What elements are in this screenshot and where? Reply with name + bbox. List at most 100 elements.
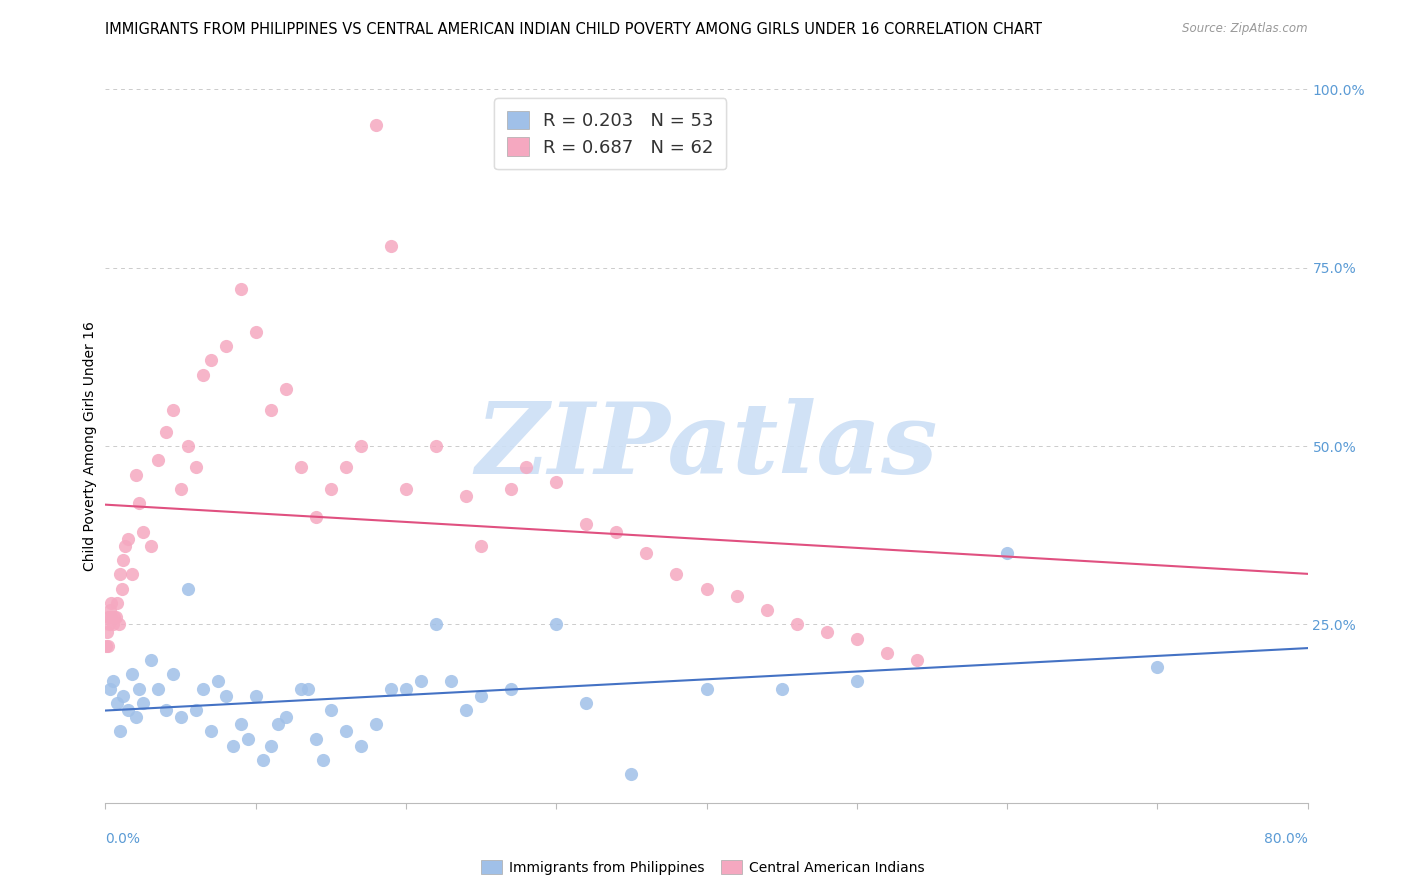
Point [155,425,177,439]
Point [100,596,122,610]
Point [501,482,523,496]
Point [112,689,135,703]
Point [146,681,169,696]
Point [214,689,236,703]
Point [395,482,418,496]
Point [124,710,146,724]
Point [605,524,627,539]
Point [350,739,373,753]
Point [214,339,236,353]
Point [114,539,136,553]
Point [456,489,478,503]
Point [98,603,121,617]
Point [107,596,129,610]
Point [290,681,312,696]
Point [238,731,260,746]
Point [132,524,155,539]
Point [364,118,387,132]
Point [177,582,200,596]
Point [305,731,328,746]
Point [456,703,478,717]
Point [665,567,688,582]
Point [305,510,328,524]
Point [101,617,124,632]
Point [876,646,898,660]
Point [132,696,155,710]
Point [107,696,129,710]
Text: IMMIGRANTS FROM PHILIPPINES VS CENTRAL AMERICAN INDIAN CHILD POVERTY AMONG GIRLS: IMMIGRANTS FROM PHILIPPINES VS CENTRAL A… [105,22,1042,37]
Point [319,482,342,496]
Point [274,710,297,724]
Point [100,610,122,624]
Point [845,632,868,646]
Point [155,703,177,717]
Text: ZIPatlas: ZIPatlas [475,398,938,494]
Point [786,617,808,632]
Point [252,753,274,767]
Point [274,382,297,396]
Point [297,681,319,696]
Point [98,681,121,696]
Point [501,681,523,696]
Point [101,674,124,689]
Point [112,553,135,567]
Point [162,403,184,417]
Y-axis label: Child Poverty Among Girls Under 16: Child Poverty Among Girls Under 16 [83,321,97,571]
Point [98,617,121,632]
Point [96,639,118,653]
Point [191,681,214,696]
Point [267,717,290,731]
Point [191,368,214,382]
Point [207,674,229,689]
Point [380,239,402,253]
Point [425,439,447,453]
Point [395,681,418,696]
Point [260,403,283,417]
Point [103,610,125,624]
Point [97,639,120,653]
Point [146,453,169,467]
Point [200,724,222,739]
Point [575,696,598,710]
Point [139,539,162,553]
Point [575,517,598,532]
Point [440,674,463,689]
Point [725,589,748,603]
Point [696,582,718,596]
Point [546,617,568,632]
Text: 80.0%: 80.0% [1264,832,1308,847]
Point [312,753,335,767]
Point [350,439,373,453]
Point [96,624,118,639]
Point [121,667,143,681]
Point [335,724,357,739]
Point [755,603,778,617]
Point [229,282,252,296]
Point [110,724,132,739]
Text: Source: ZipAtlas.com: Source: ZipAtlas.com [1182,22,1308,36]
Point [636,546,658,560]
Point [409,674,432,689]
Point [162,667,184,681]
Point [515,460,537,475]
Point [139,653,162,667]
Point [470,689,492,703]
Point [905,653,928,667]
Point [245,689,267,703]
Point [184,703,207,717]
Point [169,710,191,724]
Point [425,617,447,632]
Point [222,739,245,753]
Point [169,482,191,496]
Point [124,467,146,482]
Point [121,567,143,582]
Point [200,353,222,368]
Point [546,475,568,489]
Point [184,460,207,475]
Point [128,681,150,696]
Point [845,674,868,689]
Text: 0.0%: 0.0% [105,832,141,847]
Point [290,460,312,475]
Point [380,681,402,696]
Point [229,717,252,731]
